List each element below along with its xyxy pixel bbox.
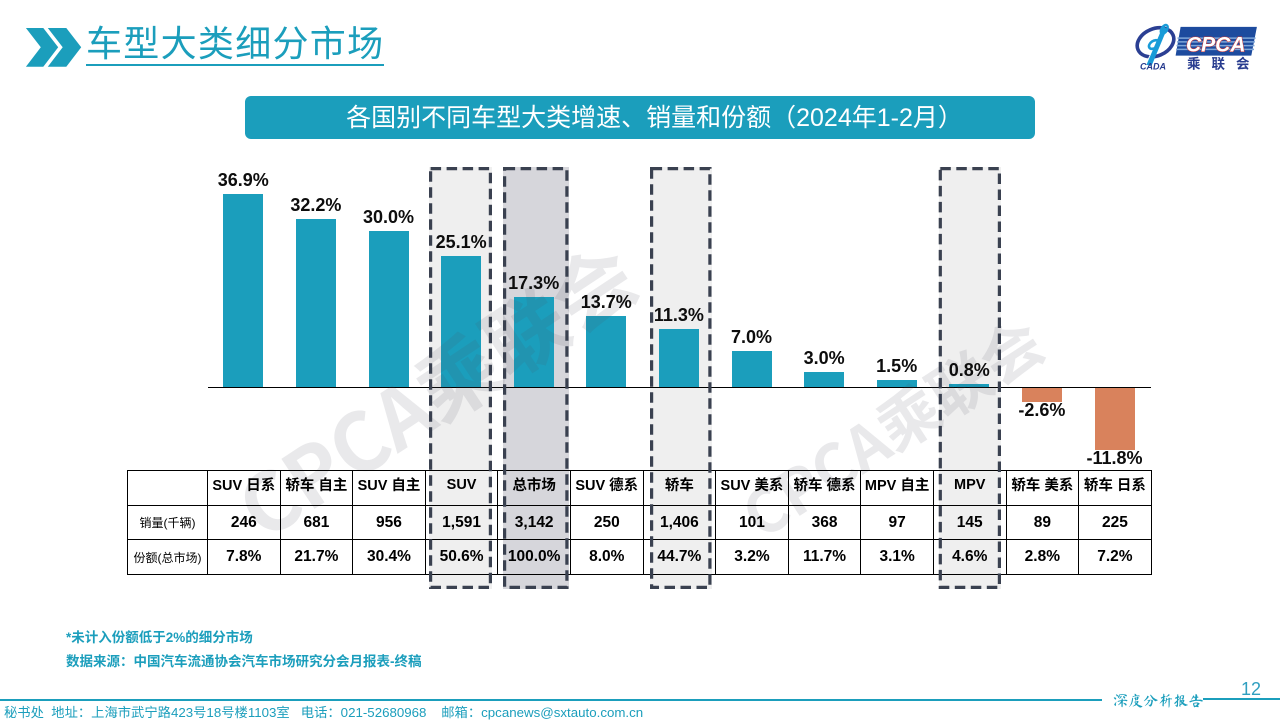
svg-text:乘联会: 乘联会 [1187,53,1259,73]
svg-text:CPCA: CPCA [1186,34,1246,57]
svg-text:CADA: CADA [1140,62,1166,72]
